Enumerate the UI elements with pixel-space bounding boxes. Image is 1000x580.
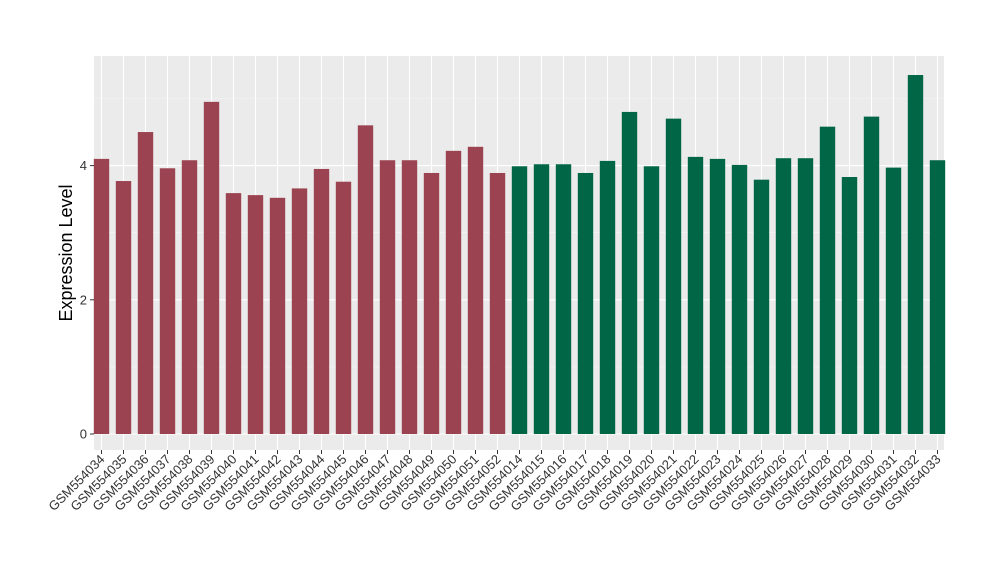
bar-GSM554039	[203, 101, 220, 434]
bar-GSM554048	[401, 160, 418, 434]
bars	[93, 75, 946, 435]
y-tick-label: 0	[80, 427, 87, 442]
x-axis: GSM554034GSM554035GSM554036GSM554037GSM5…	[45, 450, 944, 514]
bar-GSM554028	[819, 126, 836, 434]
bar-GSM554047	[379, 160, 396, 434]
y-tick-label: 2	[80, 292, 87, 307]
bar-GSM554050	[445, 150, 462, 434]
bar-GSM554029	[841, 177, 858, 434]
bar-GSM554019	[621, 111, 638, 435]
bar-GSM554027	[797, 158, 814, 434]
y-axis-title: Expression Level	[56, 184, 76, 321]
bar-GSM554045	[335, 181, 352, 434]
bar-GSM554049	[423, 172, 440, 434]
bar-GSM554020	[643, 166, 660, 434]
bar-GSM554041	[247, 195, 264, 434]
bar-GSM554026	[775, 158, 792, 434]
bar-GSM554038	[181, 160, 198, 434]
bar-GSM554046	[357, 125, 374, 434]
bar-GSM554018	[599, 160, 616, 434]
bar-GSM554042	[269, 197, 286, 434]
bar-GSM554044	[313, 168, 330, 434]
bar-GSM554043	[291, 188, 308, 434]
bar-GSM554023	[709, 158, 726, 434]
bar-GSM554031	[885, 167, 902, 434]
bar-GSM554025	[753, 179, 770, 434]
bar-GSM554021	[665, 118, 682, 434]
bar-GSM554022	[687, 156, 704, 434]
bar-GSM554032	[907, 75, 924, 434]
bar-GSM554036	[137, 132, 154, 435]
bar-GSM554016	[555, 164, 572, 434]
y-tick-label: 4	[80, 158, 87, 173]
bar-GSM554040	[225, 193, 242, 434]
bar-GSM554037	[159, 168, 176, 434]
bar-GSM554017	[577, 172, 594, 434]
bar-GSM554052	[489, 172, 506, 434]
bar-GSM554033	[929, 160, 946, 434]
y-axis: 0 2 4	[80, 158, 94, 442]
bar-GSM554015	[533, 164, 550, 434]
bar-GSM554051	[467, 146, 484, 434]
bar-GSM554014	[511, 166, 528, 434]
bar-GSM554030	[863, 116, 880, 434]
bar-GSM554024	[731, 164, 748, 434]
bar-GSM554035	[115, 181, 132, 434]
bar-GSM554034	[93, 158, 110, 434]
